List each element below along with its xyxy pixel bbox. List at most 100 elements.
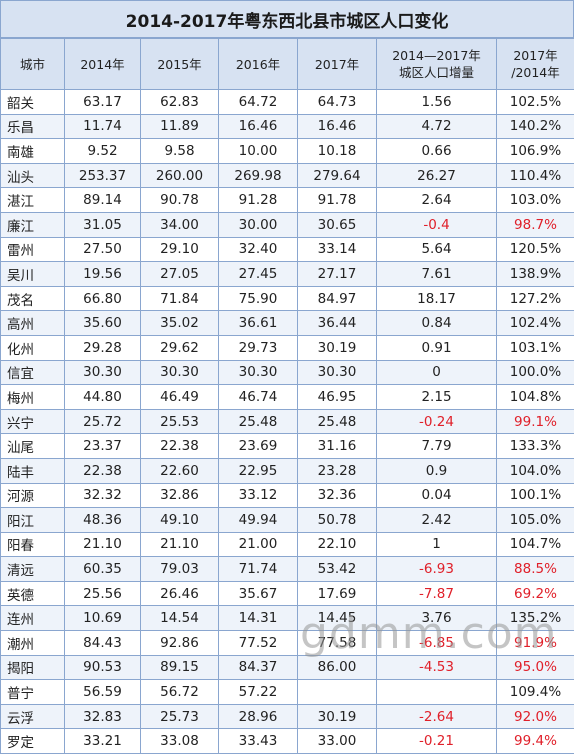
value-cell: 90.78: [141, 188, 219, 213]
value-cell: 60.35: [65, 557, 141, 582]
city-cell: 阳春: [1, 532, 65, 557]
value-cell: 22.38: [141, 434, 219, 459]
table-title: 2014-2017年粤东西北县市城区人口变化: [0, 0, 574, 38]
value-cell: -6.93: [377, 557, 497, 582]
value-cell: 44.80: [65, 385, 141, 410]
city-cell: 梅州: [1, 385, 65, 410]
value-cell: 27.50: [65, 237, 141, 262]
value-cell: 4.72: [377, 114, 497, 139]
value-cell: 102.4%: [497, 311, 574, 336]
city-cell: 陆丰: [1, 458, 65, 483]
column-header: 2016年: [219, 39, 298, 90]
city-cell: 罗定: [1, 729, 65, 754]
value-cell: 26.27: [377, 163, 497, 188]
value-cell: 30.19: [298, 704, 377, 729]
value-cell: 100.1%: [497, 483, 574, 508]
city-cell: 信宜: [1, 360, 65, 385]
column-header: 2014年: [65, 39, 141, 90]
value-cell: 46.74: [219, 385, 298, 410]
value-cell: 21.10: [65, 532, 141, 557]
value-cell: 19.56: [65, 262, 141, 287]
value-cell: 89.14: [65, 188, 141, 213]
value-cell: 29.73: [219, 335, 298, 360]
value-cell: 23.37: [65, 434, 141, 459]
city-cell: 廉江: [1, 212, 65, 237]
value-cell: 49.10: [141, 508, 219, 533]
value-cell: -2.64: [377, 704, 497, 729]
city-cell: 英德: [1, 581, 65, 606]
value-cell: 9.52: [65, 139, 141, 164]
value-cell: 35.02: [141, 311, 219, 336]
city-cell: 清远: [1, 557, 65, 582]
value-cell: 36.61: [219, 311, 298, 336]
value-cell: 100.0%: [497, 360, 574, 385]
value-cell: 104.7%: [497, 532, 574, 557]
value-cell: 17.69: [298, 581, 377, 606]
value-cell: 30.30: [219, 360, 298, 385]
value-cell: 10.00: [219, 139, 298, 164]
value-cell: 89.15: [141, 655, 219, 680]
value-cell: -6.85: [377, 631, 497, 656]
value-cell: 99.4%: [497, 729, 574, 754]
value-cell: 32.83: [65, 704, 141, 729]
value-cell: 46.95: [298, 385, 377, 410]
value-cell: 29.10: [141, 237, 219, 262]
column-header: 2017年: [298, 39, 377, 90]
value-cell: 27.45: [219, 262, 298, 287]
value-cell: 11.89: [141, 114, 219, 139]
value-cell: 62.83: [141, 90, 219, 115]
city-cell: 雷州: [1, 237, 65, 262]
value-cell: [298, 680, 377, 705]
value-cell: 2.64: [377, 188, 497, 213]
value-cell: 84.43: [65, 631, 141, 656]
value-cell: 33.21: [65, 729, 141, 754]
value-cell: 25.48: [298, 409, 377, 434]
value-cell: 138.9%: [497, 262, 574, 287]
value-cell: 32.32: [65, 483, 141, 508]
value-cell: 50.78: [298, 508, 377, 533]
value-cell: 25.53: [141, 409, 219, 434]
column-header: 2017年/2014年: [497, 39, 574, 90]
value-cell: 105.0%: [497, 508, 574, 533]
value-cell: 77.58: [298, 631, 377, 656]
value-cell: 69.2%: [497, 581, 574, 606]
value-cell: 29.62: [141, 335, 219, 360]
value-cell: 84.37: [219, 655, 298, 680]
value-cell: 2.15: [377, 385, 497, 410]
value-cell: 71.74: [219, 557, 298, 582]
city-cell: 揭阳: [1, 655, 65, 680]
city-cell: 南雄: [1, 139, 65, 164]
city-cell: 化州: [1, 335, 65, 360]
city-cell: 连州: [1, 606, 65, 631]
value-cell: -0.4: [377, 212, 497, 237]
value-cell: 57.22: [219, 680, 298, 705]
value-cell: 7.61: [377, 262, 497, 287]
value-cell: 18.17: [377, 286, 497, 311]
value-cell: 22.95: [219, 458, 298, 483]
value-cell: 46.49: [141, 385, 219, 410]
value-cell: -4.53: [377, 655, 497, 680]
value-cell: 30.00: [219, 212, 298, 237]
city-cell: 吴川: [1, 262, 65, 287]
value-cell: 33.43: [219, 729, 298, 754]
value-cell: 0.66: [377, 139, 497, 164]
value-cell: 31.05: [65, 212, 141, 237]
value-cell: 30.30: [65, 360, 141, 385]
value-cell: -7.87: [377, 581, 497, 606]
value-cell: 279.64: [298, 163, 377, 188]
value-cell: 10.18: [298, 139, 377, 164]
value-cell: 29.28: [65, 335, 141, 360]
value-cell: 2.42: [377, 508, 497, 533]
value-cell: 71.84: [141, 286, 219, 311]
value-cell: 53.42: [298, 557, 377, 582]
value-cell: 63.17: [65, 90, 141, 115]
city-cell: 湛江: [1, 188, 65, 213]
